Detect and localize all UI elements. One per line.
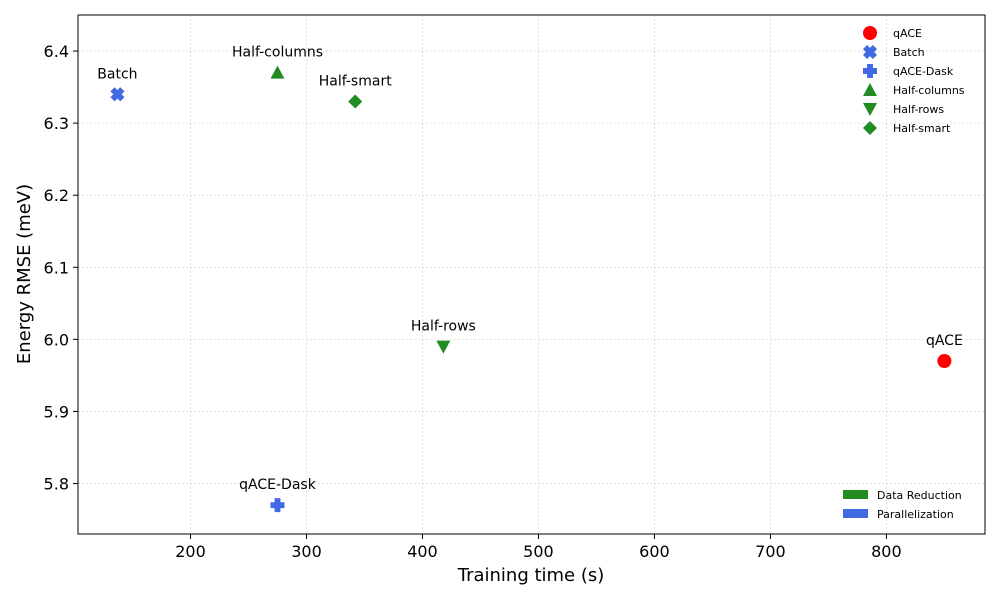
grid: [78, 15, 985, 534]
point-label-qace-dask: qACE-Dask: [239, 477, 317, 493]
category-swatch-parallelization: [843, 509, 868, 518]
point-half-rows: [436, 340, 451, 354]
legend-marker-batch: [862, 44, 878, 60]
point-label-batch: Batch: [97, 66, 137, 82]
y-tick-label: 6.1: [44, 258, 69, 277]
category-legend: Data Reduction Parallelization: [843, 489, 962, 521]
x-axis-title: Training time (s): [457, 565, 605, 586]
point-batch: [110, 87, 125, 102]
point-label-qace: qACE: [926, 333, 963, 349]
point-label-half-smart: Half-smart: [319, 74, 392, 90]
x-tick-label: 400: [407, 542, 438, 561]
data-labels: qACE Batch qACE-Dask Half-columns Half-rows H…: [97, 45, 963, 493]
data-markers: [110, 65, 952, 513]
category-swatch-data-reduction: [843, 490, 868, 499]
legend-marker-half-rows: [863, 103, 877, 116]
x-tick-label: 800: [871, 542, 902, 561]
x-tick-label: 500: [523, 542, 554, 561]
point-label-half-rows: Half-rows: [411, 319, 476, 335]
x-tick-label: 700: [755, 542, 786, 561]
legend-label-half-columns: Half-columns: [893, 84, 965, 97]
point-qace: [937, 354, 952, 368]
category-label-data-reduction: Data Reduction: [877, 489, 962, 502]
point-qace-dask: [270, 498, 285, 513]
legend-marker-half-smart: [863, 121, 877, 135]
legend-label-half-rows: Half-rows: [893, 103, 944, 116]
y-tick-label: 6.2: [44, 186, 69, 205]
axis-ticks: 200 300 400 500 600 700 800 5.8 5.9 6.0 6.1 6.2 6.3 6…: [44, 42, 902, 561]
y-tick-label: 6.3: [44, 114, 69, 133]
y-axis-title: Energy RMSE (meV): [14, 184, 35, 364]
legend-label-qace-dask: qACE-Dask: [893, 65, 954, 78]
y-tick-label: 6.4: [44, 42, 69, 61]
legend-label-qace: qACE: [893, 27, 922, 40]
legend-label-half-smart: Half-smart: [893, 122, 951, 135]
category-label-parallelization: Parallelization: [877, 508, 954, 521]
legend-marker-qace: [863, 26, 877, 40]
point-half-smart: [348, 94, 363, 109]
point-half-columns: [270, 65, 285, 79]
x-tick-label: 200: [175, 542, 206, 561]
legend-marker-qace-dask: [863, 64, 877, 78]
plot-frame: [77, 14, 986, 535]
y-tick-label: 5.9: [44, 402, 69, 421]
x-tick-label: 600: [639, 542, 670, 561]
y-tick-label: 6.0: [44, 330, 69, 349]
x-tick-label: 300: [291, 542, 322, 561]
point-label-half-columns: Half-columns: [232, 45, 323, 61]
series-legend: qACE Batch qACE-Dask Half-columns Half-rows H…: [862, 26, 965, 135]
legend-marker-half-columns: [863, 83, 877, 96]
y-tick-label: 5.8: [44, 475, 69, 494]
legend-label-batch: Batch: [893, 46, 925, 59]
